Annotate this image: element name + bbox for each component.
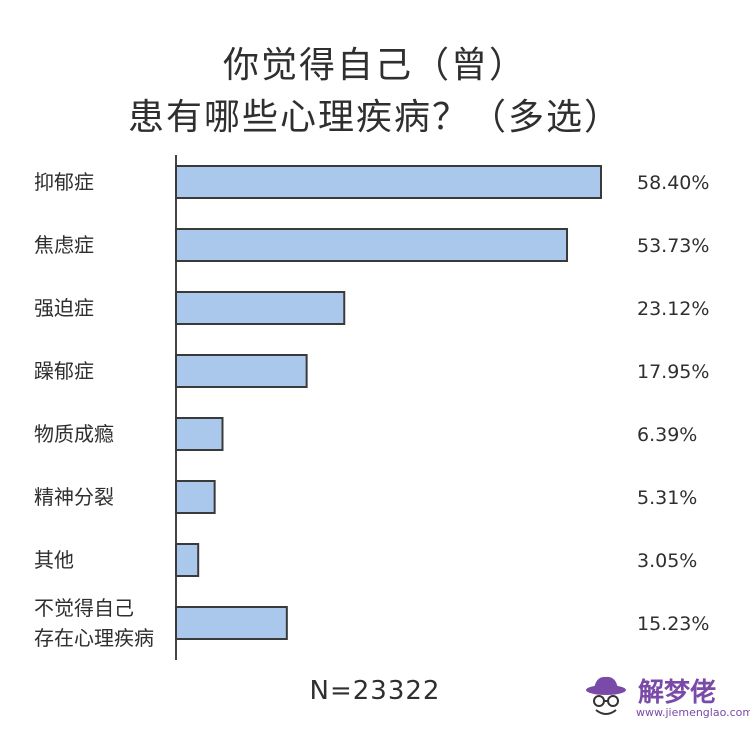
category-label: 抑郁症 xyxy=(34,170,94,194)
bar xyxy=(175,543,200,577)
value-label: 53.73% xyxy=(637,235,709,257)
sample-size-note: N=23322 xyxy=(309,676,441,706)
category-label: 焦虑症 xyxy=(34,233,94,257)
bar xyxy=(175,480,216,514)
category-label: 其他 xyxy=(34,548,74,572)
value-label: 17.95% xyxy=(637,361,709,383)
bar xyxy=(175,417,224,451)
watermark: 解梦佬 www.jiemenglao.com xyxy=(576,668,750,726)
detective-hat-icon xyxy=(586,676,626,715)
value-label: 23.12% xyxy=(637,298,709,320)
category-label: 不觉得自己 xyxy=(34,596,134,620)
value-label: 6.39% xyxy=(637,424,697,446)
bar xyxy=(175,606,288,640)
value-label: 3.05% xyxy=(637,550,697,572)
category-label: 躁郁症 xyxy=(34,359,94,383)
chart-title-line1: 你觉得自己（曾） xyxy=(222,45,527,86)
bar xyxy=(175,354,308,388)
category-label: 强迫症 xyxy=(34,296,94,320)
category-label: 精神分裂 xyxy=(34,485,114,509)
value-label: 5.31% xyxy=(637,487,697,509)
bar xyxy=(175,228,569,262)
watermark-url: www.jiemenglao.com xyxy=(636,706,750,719)
value-label: 58.40% xyxy=(637,172,709,194)
category-label: 物质成瘾 xyxy=(34,422,114,446)
watermark-name: 解梦佬 xyxy=(638,678,717,708)
chart-title-line2: 患有哪些心理疾病？（多选） xyxy=(127,97,622,138)
bar xyxy=(175,291,346,325)
category-label: 存在心理疾病 xyxy=(34,626,154,650)
bar xyxy=(175,165,602,199)
value-label: 15.23% xyxy=(637,613,709,635)
